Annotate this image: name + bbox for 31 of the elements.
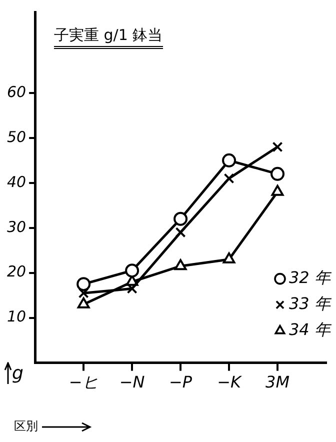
point bbox=[174, 259, 187, 270]
legend-label: 34 年 bbox=[289, 320, 332, 339]
point bbox=[175, 227, 186, 238]
point bbox=[126, 283, 138, 294]
x-tick-label: −ヒ bbox=[68, 372, 98, 392]
y-axis-title: g bbox=[12, 363, 24, 384]
point bbox=[222, 252, 236, 264]
point bbox=[76, 277, 91, 292]
point bbox=[125, 264, 140, 278]
y-tick-label: 50 bbox=[6, 128, 26, 146]
point bbox=[174, 212, 188, 226]
point bbox=[272, 142, 283, 152]
x-tick-label: −P bbox=[169, 372, 192, 392]
y-tick-label: 40 bbox=[6, 172, 26, 191]
x-tick-label: −K bbox=[217, 372, 242, 392]
x-tick-label: 3M bbox=[266, 372, 290, 392]
x-tick-label: −N bbox=[119, 372, 145, 392]
legend-label: 33 年 bbox=[289, 294, 332, 313]
point bbox=[270, 166, 285, 181]
y-tick-label: 20 bbox=[6, 262, 26, 281]
x-axis-title: 区別 bbox=[14, 418, 38, 435]
point bbox=[77, 297, 90, 308]
point bbox=[271, 184, 284, 196]
y-tick-label: 60 bbox=[6, 82, 26, 101]
point bbox=[224, 173, 234, 184]
y-tick-label: 30 bbox=[6, 218, 26, 236]
y-tick-label: 10 bbox=[6, 308, 26, 326]
legend-label: 32 年 bbox=[289, 268, 332, 287]
point bbox=[222, 153, 236, 168]
text: 子実重 g/1 鉢当 bbox=[54, 26, 163, 49]
point bbox=[78, 288, 89, 298]
